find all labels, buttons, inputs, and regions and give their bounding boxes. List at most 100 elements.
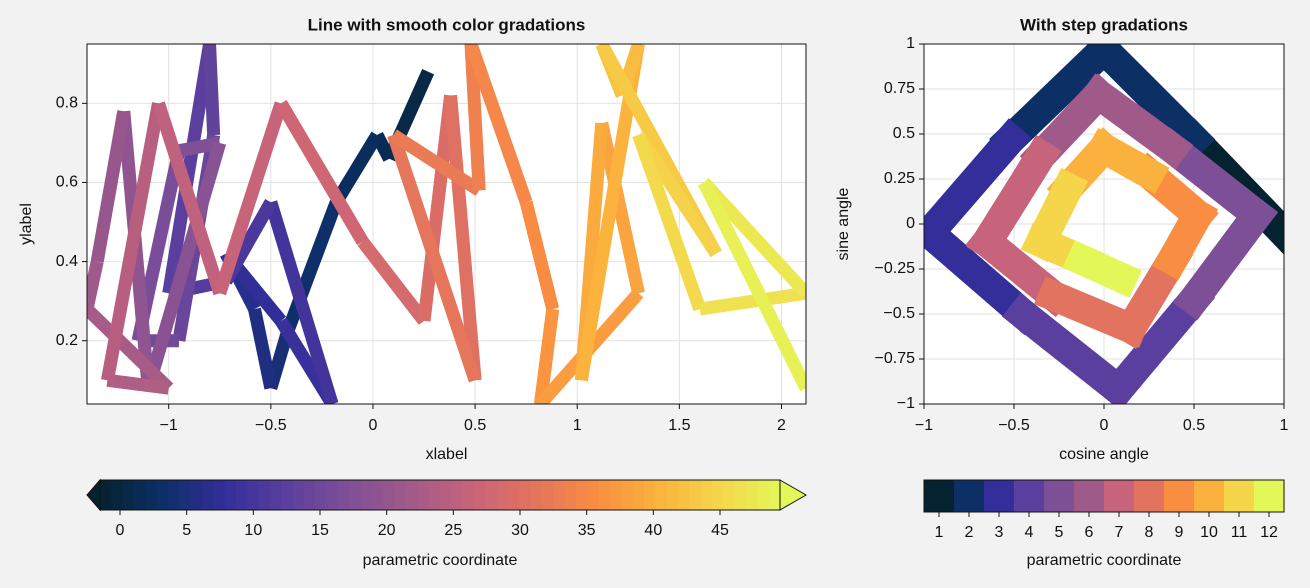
colorbar-cell (712, 480, 724, 510)
line-segment (281, 199, 343, 336)
colorbar-label: parametric coordinate (363, 552, 518, 569)
colorbar-cell (700, 480, 713, 510)
line-segment (989, 44, 1126, 161)
plot-frame (923, 43, 1285, 405)
colorbar-tick-label: 40 (644, 522, 662, 539)
colorbar-cell (564, 480, 577, 510)
colorbar-cell (326, 480, 339, 510)
x-tick-label: 0 (1100, 417, 1109, 434)
colorbar-cell (281, 480, 294, 510)
colorbar-cell (1074, 480, 1105, 512)
y-tick-label: 0.75 (884, 80, 915, 97)
colorbar-frame (99, 479, 781, 511)
colorbar-tick-label: 15 (311, 522, 329, 539)
colorbar-cell (723, 480, 736, 510)
x-tick-label: 0.5 (464, 417, 486, 434)
colorbar-tick-label: 4 (1025, 524, 1034, 541)
colorbar-cell (338, 480, 350, 510)
line-segment (699, 178, 806, 298)
colorbar-tick-label: 7 (1115, 524, 1124, 541)
colorbar-cell (270, 480, 282, 510)
colorbar-cell (1224, 480, 1255, 512)
colorbar-cell (576, 480, 588, 510)
y-tick-label: −0.25 (875, 260, 916, 277)
colorbar-cell (954, 480, 985, 512)
colorbar-tick-label: 8 (1145, 524, 1154, 541)
colorbar-tick-label: 12 (1260, 524, 1278, 541)
colorbar-tick-label: 35 (578, 522, 596, 539)
colorbar-cell (474, 480, 486, 510)
colorbar-cell (678, 480, 690, 510)
colorbar-cell (984, 480, 1015, 512)
colorbar-tick-label: 5 (1055, 524, 1064, 541)
colorbar-cell (156, 480, 169, 510)
colorbar-cell (1194, 480, 1225, 512)
y-axis-label: ylabel (18, 203, 35, 245)
line-segment (248, 307, 278, 390)
colorbar-cell (440, 480, 452, 510)
x-tick-label: 2 (777, 417, 786, 434)
line-segment (417, 94, 458, 322)
colorbar-tick-label: 10 (244, 522, 262, 539)
x-tick-label: −0.5 (998, 417, 1030, 434)
line-segment (106, 373, 170, 395)
y-tick-label: 0.6 (56, 174, 78, 191)
colorbar-cell (394, 480, 407, 510)
line-segment (1097, 278, 1216, 404)
colorbar-cell (746, 480, 758, 510)
colorbar-cell (451, 480, 464, 510)
line-segment (1077, 73, 1194, 170)
colorbar-tick-label: 20 (378, 522, 396, 539)
colorbar-tick-label: 11 (1231, 524, 1248, 541)
colorbar-cell (610, 480, 622, 510)
colorbar-label: parametric coordinate (1027, 552, 1182, 569)
colorbar-tick-label: 10 (1200, 524, 1218, 541)
x-tick-label: 0.5 (1183, 417, 1205, 434)
y-axis-label: sine angle (835, 187, 852, 260)
line-segment (389, 129, 483, 196)
line-segment (534, 308, 560, 404)
colorbar-cell (315, 480, 328, 510)
x-axis-label: cosine angle (1059, 446, 1149, 463)
colorbar-tick-label: 30 (511, 522, 529, 539)
line-segment (698, 179, 806, 392)
line-segment (101, 102, 165, 382)
colorbar-cell (383, 480, 396, 510)
colorbar-tick-label: 2 (965, 524, 974, 541)
colorbar-extend (779, 479, 808, 511)
colorbar-cell (111, 480, 124, 510)
line-segment (698, 286, 806, 316)
line-segment (1173, 194, 1278, 321)
line-segment (387, 132, 482, 383)
colorbar-cell (179, 480, 192, 510)
line-segment (213, 101, 288, 296)
colorbar-cell (519, 480, 532, 510)
colorbar-cell (689, 480, 702, 510)
colorbar-cell (202, 480, 214, 510)
colorbar-cell (598, 480, 611, 510)
line-segment (90, 110, 131, 263)
line-segment (152, 101, 226, 296)
colorbar-cell (406, 480, 418, 510)
y-tick-label: −1 (897, 395, 915, 412)
x-tick-label: −0.5 (255, 417, 287, 434)
colorbar-frame (923, 479, 1285, 513)
colorbar-tick-label: 9 (1175, 524, 1184, 541)
colorbar-cell (632, 480, 645, 510)
colorbar-cell (145, 480, 158, 510)
line-segment (444, 94, 482, 381)
line-segment (87, 304, 174, 393)
line-segment (203, 44, 221, 136)
colorbar-cell (417, 480, 430, 510)
x-tick-label: 0 (369, 417, 378, 434)
chart-title: Line with smooth color gradations (308, 15, 586, 34)
line-segment (1001, 292, 1140, 404)
colorbar-cell (1104, 480, 1135, 512)
line-segment (264, 200, 339, 404)
colorbar-tick-label: 25 (444, 522, 462, 539)
colorbar-cell (542, 480, 554, 510)
line-segment (357, 237, 430, 325)
colorbar-tick-label: 1 (935, 524, 944, 541)
colorbar-cell (372, 480, 384, 510)
